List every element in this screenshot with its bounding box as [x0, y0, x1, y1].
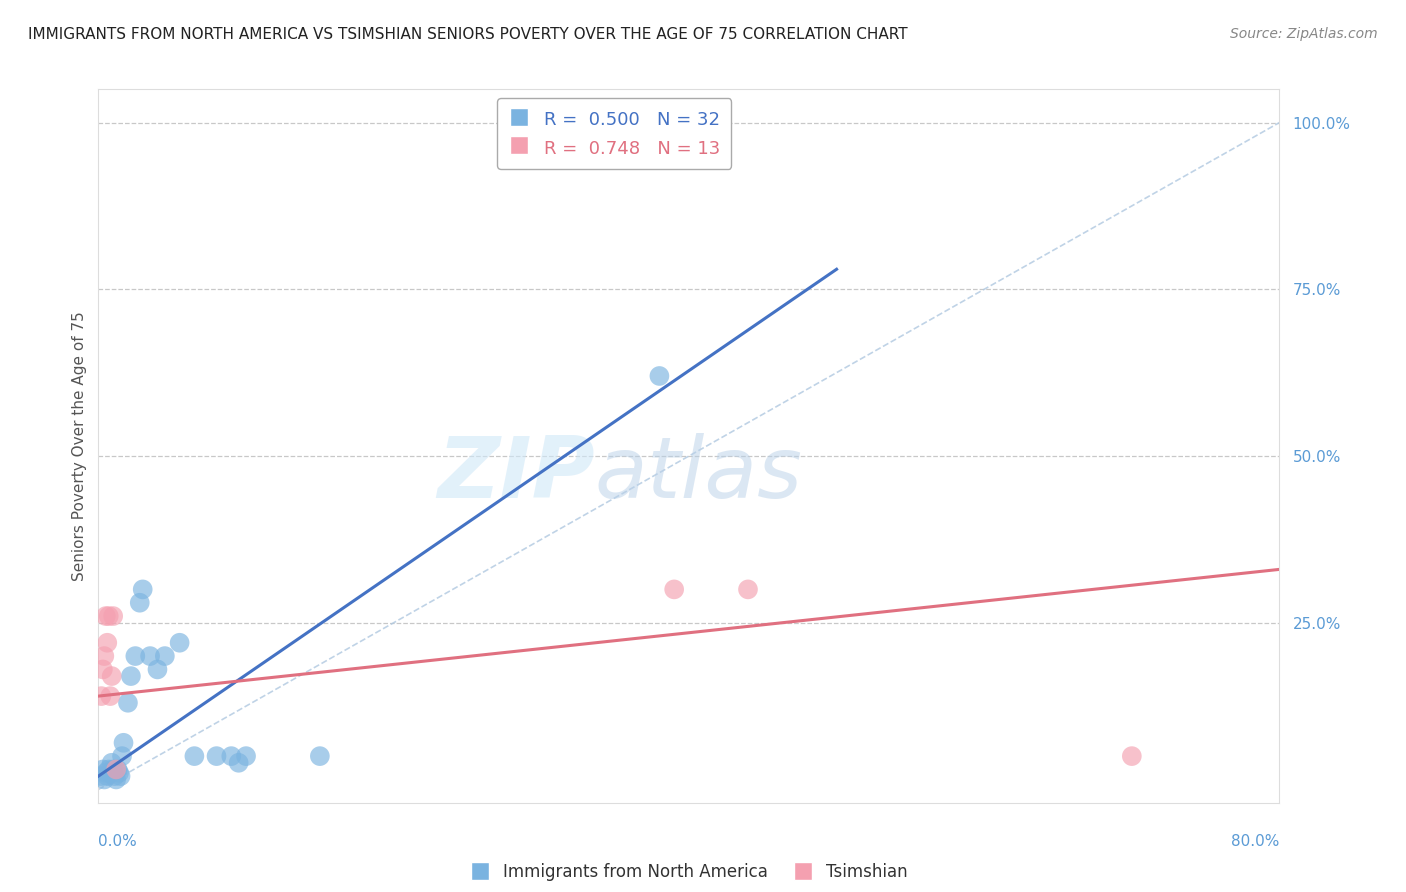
Point [90, 689, 112, 703]
Text: 80.0%: 80.0% [1232, 834, 1279, 849]
Point [91, 662, 114, 676]
Point [94, 765, 117, 780]
Point [103, 763, 125, 777]
Point [105, 772, 128, 787]
Point [98, 689, 121, 703]
Legend: Immigrants from North America, Tsimshian: Immigrants from North America, Tsimshian [463, 856, 915, 888]
Point [219, 749, 242, 764]
Point [132, 582, 155, 597]
Point [146, 662, 169, 676]
Point [235, 749, 257, 764]
Point [103, 609, 125, 624]
Point [737, 582, 759, 597]
Y-axis label: Seniors Poverty Over the Age of 75: Seniors Poverty Over the Age of 75 [72, 311, 87, 581]
Point [110, 769, 132, 783]
Point [1121, 749, 1143, 764]
Text: atlas: atlas [595, 433, 803, 516]
Point [94, 609, 117, 624]
Point [169, 636, 191, 650]
Point [100, 756, 122, 770]
Point [117, 696, 139, 710]
Point [183, 749, 205, 764]
Point [105, 763, 128, 777]
Point [120, 669, 142, 683]
Point [153, 649, 176, 664]
Point [128, 596, 150, 610]
Point [90, 769, 112, 783]
Point [205, 749, 228, 764]
Point [112, 736, 135, 750]
Point [96, 769, 118, 783]
Point [648, 368, 671, 383]
Point [98, 765, 121, 780]
Point [97, 763, 120, 777]
Text: Source: ZipAtlas.com: Source: ZipAtlas.com [1230, 27, 1378, 41]
Point [104, 769, 127, 783]
Point [97, 609, 120, 624]
Point [309, 749, 332, 764]
Point [100, 669, 122, 683]
Text: 0.0%: 0.0% [98, 834, 138, 849]
Point [111, 749, 134, 764]
Point [93, 649, 115, 664]
Point [91, 763, 114, 777]
Point [139, 649, 162, 664]
Point [124, 649, 146, 664]
Point [107, 763, 129, 777]
Point [93, 772, 115, 787]
Text: ZIP: ZIP [437, 433, 595, 516]
Point [108, 765, 131, 780]
Point [96, 636, 118, 650]
Point [664, 582, 686, 597]
Point [228, 756, 250, 770]
Text: IMMIGRANTS FROM NORTH AMERICA VS TSIMSHIAN SENIORS POVERTY OVER THE AGE OF 75 CO: IMMIGRANTS FROM NORTH AMERICA VS TSIMSHI… [28, 27, 908, 42]
